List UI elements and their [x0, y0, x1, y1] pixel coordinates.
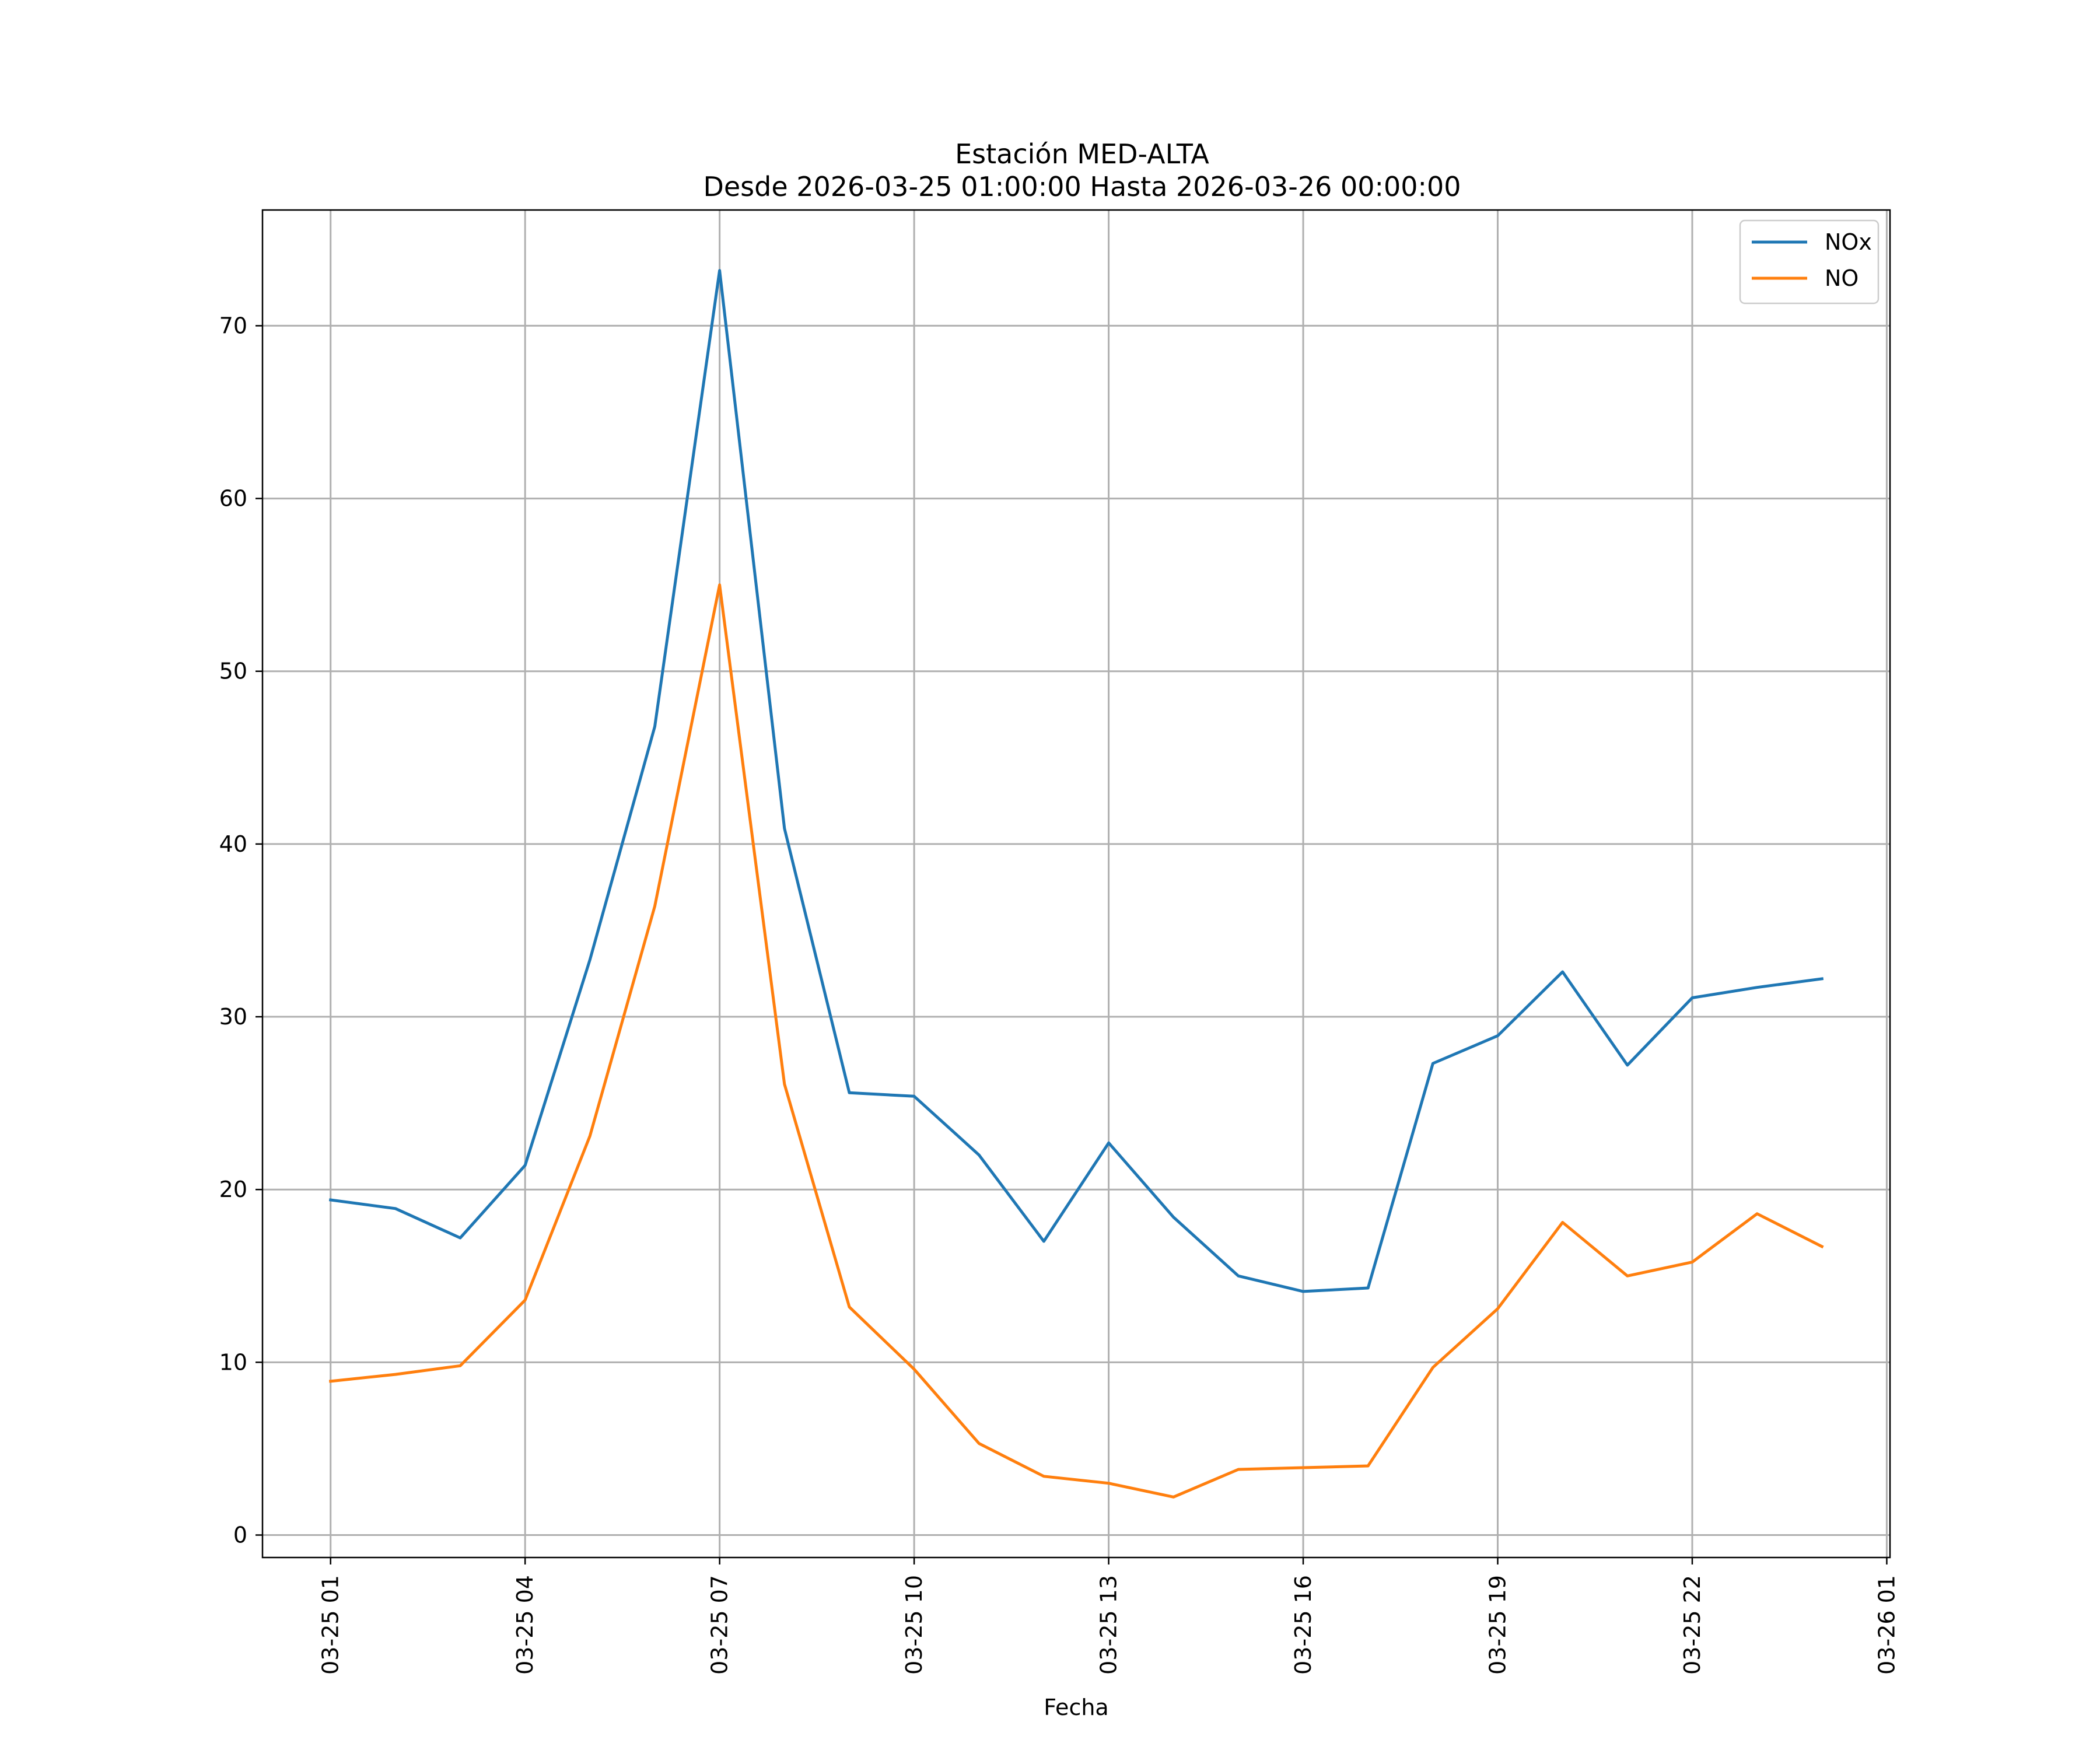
x-tick-label-3: 03-25 10	[901, 1575, 927, 1675]
y-tick-label-0: 0	[233, 1522, 247, 1548]
y-tick-label-2: 20	[219, 1177, 247, 1202]
x-tick-label-6: 03-25 19	[1485, 1575, 1511, 1675]
legend: NOx NO	[1739, 219, 1880, 304]
chart-title: Estación MED-ALTA	[955, 138, 1209, 170]
x-tick-label-4: 03-25 13	[1096, 1575, 1122, 1675]
legend-label-no: NO	[1825, 265, 1859, 291]
x-tick-label-7: 03-25 22	[1679, 1575, 1705, 1675]
y-tick-label-1: 10	[219, 1349, 247, 1375]
y-tick-label-6: 60	[219, 486, 247, 512]
series-line-no	[328, 583, 1824, 1499]
x-tick-label-2: 03-25 07	[707, 1575, 733, 1675]
x-tick-label-8: 03-26 01	[1874, 1575, 1899, 1675]
series-line-nox	[328, 269, 1824, 1293]
y-tick-label-4: 40	[219, 831, 247, 857]
x-axis-label: Fecha	[1044, 1695, 1108, 1720]
x-tick-label-1: 03-25 04	[512, 1575, 538, 1675]
axes-frame	[261, 209, 1891, 1559]
x-tick-label-5: 03-25 16	[1290, 1575, 1316, 1675]
y-tick-label-7: 70	[219, 313, 247, 338]
series-lines	[328, 269, 1824, 1499]
y-tick-label-5: 50	[219, 659, 247, 684]
x-tick-label-0: 03-25 01	[318, 1575, 344, 1675]
axis-ticks: 0 10 20 30 40 50 60 70 03-25 01 03-25 04 03-25 07 0…	[219, 313, 1900, 1674]
chart-subtitle: Desde 2026-03-25 01:00:00 Hasta 2026-03-…	[703, 171, 1461, 202]
legend-label-nox: NOx	[1825, 229, 1872, 255]
y-tick-label-3: 30	[219, 1004, 247, 1030]
